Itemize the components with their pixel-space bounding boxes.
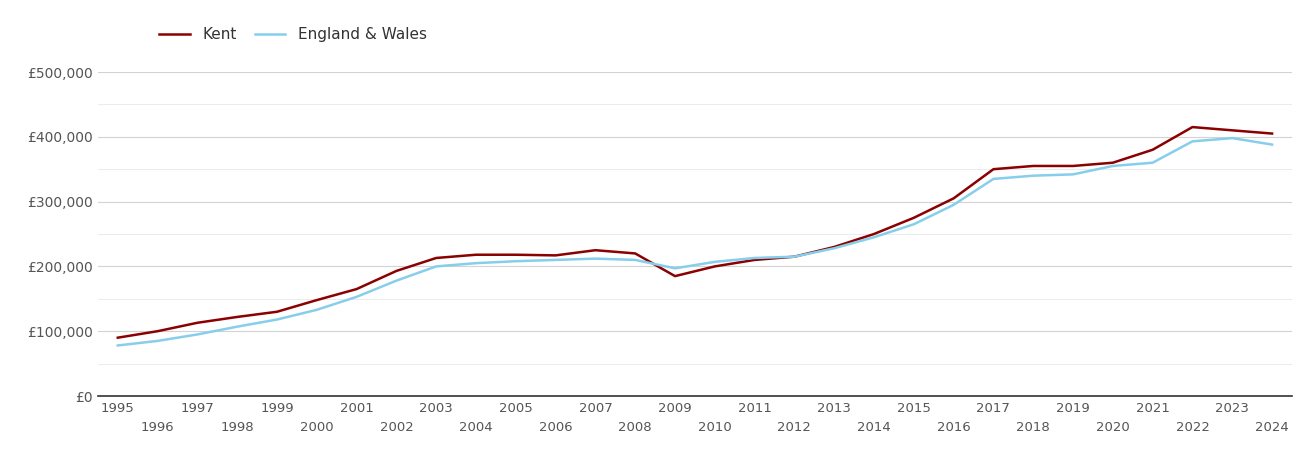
England & Wales (985, 176, 1001, 182)
Text: 2010: 2010 (698, 421, 732, 434)
Text: 2020: 2020 (1096, 421, 1130, 434)
Kent (1265, 131, 1280, 136)
England & Wales (269, 317, 284, 322)
England & Wales (946, 202, 962, 207)
Kent (1065, 163, 1081, 169)
Text: 2022: 2022 (1176, 421, 1210, 434)
Kent (1144, 147, 1160, 153)
Text: 2024: 2024 (1255, 421, 1289, 434)
Line: England & Wales: England & Wales (117, 138, 1272, 346)
Text: 2014: 2014 (857, 421, 891, 434)
England & Wales (1224, 135, 1240, 141)
Kent (826, 244, 842, 250)
Kent (787, 254, 803, 259)
Line: Kent: Kent (117, 127, 1272, 338)
Text: 2018: 2018 (1017, 421, 1051, 434)
Text: 2008: 2008 (619, 421, 652, 434)
England & Wales (508, 258, 523, 264)
England & Wales (309, 307, 325, 312)
Kent (468, 252, 484, 257)
Kent (548, 253, 564, 258)
England & Wales (150, 338, 166, 344)
Kent (1026, 163, 1041, 169)
Text: 2016: 2016 (937, 421, 971, 434)
England & Wales (468, 261, 484, 266)
Kent (746, 257, 762, 263)
England & Wales (587, 256, 603, 261)
England & Wales (189, 332, 205, 337)
Kent (867, 231, 882, 237)
England & Wales (428, 264, 444, 269)
England & Wales (348, 294, 364, 300)
Kent (1105, 160, 1121, 166)
Kent (189, 320, 205, 325)
Kent (150, 328, 166, 334)
Text: 2006: 2006 (539, 421, 573, 434)
England & Wales (389, 278, 405, 284)
Text: 2000: 2000 (300, 421, 334, 434)
Kent (1224, 128, 1240, 133)
Kent (985, 166, 1001, 172)
Kent (667, 274, 683, 279)
England & Wales (110, 343, 125, 348)
Kent (587, 248, 603, 253)
Text: 2004: 2004 (459, 421, 493, 434)
Kent (309, 297, 325, 303)
Kent (628, 251, 643, 256)
Kent (389, 268, 405, 274)
Kent (946, 196, 962, 201)
Kent (1185, 124, 1201, 130)
Kent (428, 255, 444, 261)
Text: 2002: 2002 (380, 421, 414, 434)
England & Wales (548, 257, 564, 263)
Kent (269, 309, 284, 315)
Kent (110, 335, 125, 340)
England & Wales (667, 266, 683, 271)
England & Wales (1105, 163, 1121, 169)
Text: 2012: 2012 (778, 421, 812, 434)
Kent (508, 252, 523, 257)
Kent (707, 264, 723, 269)
England & Wales (230, 324, 245, 329)
England & Wales (746, 255, 762, 261)
England & Wales (1185, 139, 1201, 144)
England & Wales (628, 257, 643, 263)
Legend: Kent, England & Wales: Kent, England & Wales (153, 21, 433, 49)
Kent (906, 215, 921, 220)
Text: 1996: 1996 (141, 421, 175, 434)
England & Wales (787, 254, 803, 259)
England & Wales (1026, 173, 1041, 178)
Text: 1998: 1998 (221, 421, 254, 434)
England & Wales (826, 246, 842, 251)
England & Wales (1265, 142, 1280, 147)
England & Wales (867, 234, 882, 240)
Kent (348, 286, 364, 292)
England & Wales (1144, 160, 1160, 166)
England & Wales (906, 221, 921, 227)
England & Wales (1065, 172, 1081, 177)
England & Wales (707, 259, 723, 265)
Kent (230, 314, 245, 319)
